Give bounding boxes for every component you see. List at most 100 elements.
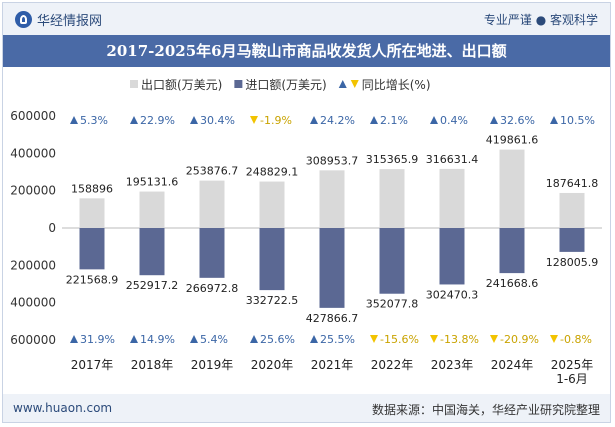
category-label: 2021年 <box>311 358 354 372</box>
y-tick-label: 400000 <box>10 146 56 160</box>
import-value-label: 332722.5 <box>246 294 299 307</box>
import-value-label: 352077.8 <box>366 298 419 311</box>
tagline: 专业严谨 ● 客观科学 <box>483 13 598 27</box>
export-bar <box>559 192 585 228</box>
import-growth-label: 25.5% <box>320 333 355 346</box>
legend-import-swatch <box>234 80 243 88</box>
category-label: 2022年 <box>371 358 414 372</box>
import-bar <box>379 228 405 294</box>
export-growth-up-icon <box>490 116 498 124</box>
export-bar <box>79 198 105 228</box>
export-value-label: 308953.7 <box>306 154 359 167</box>
import-bar <box>319 228 345 308</box>
import-growth-up-icon <box>70 335 78 343</box>
export-growth-label: -1.9% <box>260 114 292 127</box>
export-growth-label: 30.4% <box>200 114 235 127</box>
brand: 华经情报网 <box>15 10 102 29</box>
import-value-label: 302470.3 <box>426 288 479 301</box>
category-label-line: 2017年 <box>71 358 114 372</box>
export-growth-label: 24.2% <box>320 114 355 127</box>
legend-growth-icon <box>350 80 359 88</box>
import-value-label: 128005.9 <box>546 256 599 269</box>
import-growth-label: -0.8% <box>560 333 592 346</box>
import-growth-label: -13.8% <box>440 333 479 346</box>
import-growth-up-icon <box>190 335 198 343</box>
export-growth-up-icon <box>370 116 378 124</box>
import-growth-label: 5.4% <box>200 333 228 346</box>
export-bar <box>199 180 225 228</box>
export-value-label: 248829.1 <box>246 166 299 179</box>
category-label-line: 2025年 <box>551 358 594 372</box>
y-tick-label: 600000 <box>10 333 56 347</box>
export-growth-label: 5.3% <box>80 114 108 127</box>
legend-import-label: 进口额(万美元) <box>245 78 326 92</box>
legend-export-label: 出口额(万美元) <box>141 78 222 92</box>
export-value-label: 187641.8 <box>546 177 599 190</box>
export-growth-up-icon <box>130 116 138 124</box>
import-bar <box>139 228 165 276</box>
brand-logo-icon <box>15 11 32 28</box>
y-tick-label: 0 <box>48 221 56 235</box>
export-bar <box>379 169 405 228</box>
export-bar <box>439 168 465 228</box>
title-bar: 2017-2025年6月马鞍山市商品收发货人所在地进、出口额 <box>3 35 610 67</box>
import-growth-label: -15.6% <box>380 333 419 346</box>
import-value-label: 427866.7 <box>306 312 359 325</box>
export-growth-label: 22.9% <box>140 114 175 127</box>
export-bar <box>319 170 345 228</box>
export-growth-up-icon <box>310 116 318 124</box>
y-tick-label: 400000 <box>10 296 56 310</box>
category-label: 2023年 <box>431 358 474 372</box>
import-growth-label: 31.9% <box>80 333 115 346</box>
category-label-line: 2020年 <box>251 358 294 372</box>
import-growth-up-icon <box>130 335 138 343</box>
legend-export-swatch <box>130 80 138 88</box>
website-link[interactable]: www.huaon.com <box>13 401 113 415</box>
legend-growth-up-icon <box>338 80 347 88</box>
bottom-bar: www.huaon.com 数据来源：中国海关，华经产业研究院整理 <box>3 394 610 422</box>
category-label-line: 2021年 <box>311 358 354 372</box>
import-value-label: 221568.9 <box>66 273 119 286</box>
import-bar <box>79 228 105 270</box>
import-bar <box>259 228 285 291</box>
import-bar <box>439 228 465 285</box>
category-label: 2025年 1-6月 <box>551 358 594 386</box>
category-label: 2020年 <box>251 358 294 372</box>
export-growth-up-icon <box>70 116 78 124</box>
export-growth-up-icon <box>190 116 198 124</box>
import-growth-down-icon <box>490 335 498 343</box>
category-label-line: 2023年 <box>431 358 474 372</box>
data-source: 数据来源：中国海关，华经产业研究院整理 <box>371 403 600 417</box>
top-bar: 华经情报网 专业严谨 ● 客观科学 <box>3 3 610 35</box>
export-bar <box>499 149 525 228</box>
import-growth-up-icon <box>250 335 258 343</box>
export-bar <box>259 181 285 228</box>
category-label: 2018年 <box>131 358 174 372</box>
import-bar <box>499 228 525 274</box>
import-growth-up-icon <box>310 335 318 343</box>
y-tick-label: 200000 <box>10 184 56 198</box>
export-growth-down-icon <box>250 116 258 124</box>
import-growth-label: 25.6% <box>260 333 295 346</box>
export-value-label: 158896 <box>71 182 113 195</box>
chart-title: 2017-2025年6月马鞍山市商品收发货人所在地进、出口额 <box>106 42 507 60</box>
import-value-label: 252917.2 <box>126 279 179 292</box>
export-growth-label: 32.6% <box>500 114 535 127</box>
category-label: 2019年 <box>191 358 234 372</box>
export-value-label: 253876.7 <box>186 165 239 178</box>
export-value-label: 315365.9 <box>366 153 419 166</box>
export-growth-label: 10.5% <box>560 114 595 127</box>
export-growth-up-icon <box>550 116 558 124</box>
y-tick-label: 200000 <box>10 258 56 272</box>
import-bar <box>559 228 585 252</box>
export-value-label: 419861.6 <box>486 134 539 147</box>
category-label-line: 2019年 <box>191 358 234 372</box>
import-value-label: 241668.6 <box>486 277 539 290</box>
import-growth-down-icon <box>370 335 378 343</box>
category-label-line: 1-6月 <box>556 372 588 386</box>
category-label-line: 2018年 <box>131 358 174 372</box>
category-label: 2024年 <box>491 358 534 372</box>
category-label-line: 2024年 <box>491 358 534 372</box>
export-value-label: 316631.4 <box>426 153 479 166</box>
